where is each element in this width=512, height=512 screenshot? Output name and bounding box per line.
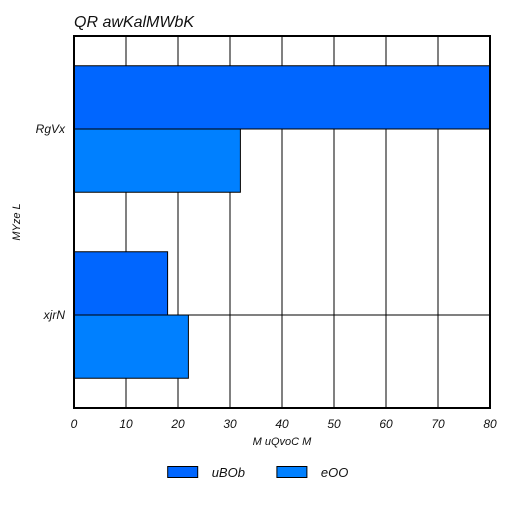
x-tick-label: 20 <box>170 417 185 431</box>
x-tick-label: 80 <box>483 417 497 431</box>
x-tick-label: 40 <box>275 417 289 431</box>
legend-label: uBOb <box>212 465 245 480</box>
bar <box>73 65 491 130</box>
legend: uBOb eOO <box>167 465 348 480</box>
legend-label: eOO <box>321 465 348 480</box>
x-tick-label: 70 <box>431 417 445 431</box>
y-tick-label: xjrN <box>43 308 66 322</box>
x-tick-label: 50 <box>327 417 341 431</box>
bar <box>73 128 241 193</box>
x-tick-label: 0 <box>71 417 78 431</box>
y-tick-label: RgVx <box>36 122 66 136</box>
plot-frame <box>73 35 491 409</box>
bar <box>73 251 169 316</box>
y-axis-label: MYze L <box>11 203 23 240</box>
x-axis-label: M uQvoC M <box>253 436 313 448</box>
x-tick-label: 60 <box>379 417 393 431</box>
legend-swatch <box>167 466 199 478</box>
x-tick-label: 30 <box>223 417 237 431</box>
bar <box>73 314 189 379</box>
x-tick-label: 10 <box>119 417 133 431</box>
chart-title: QR awKalMWbK <box>74 14 195 31</box>
tick-labels: 0 10 20 30 40 50 60 70 80 RgVx xjrN <box>36 122 497 431</box>
legend-swatch <box>276 466 308 478</box>
